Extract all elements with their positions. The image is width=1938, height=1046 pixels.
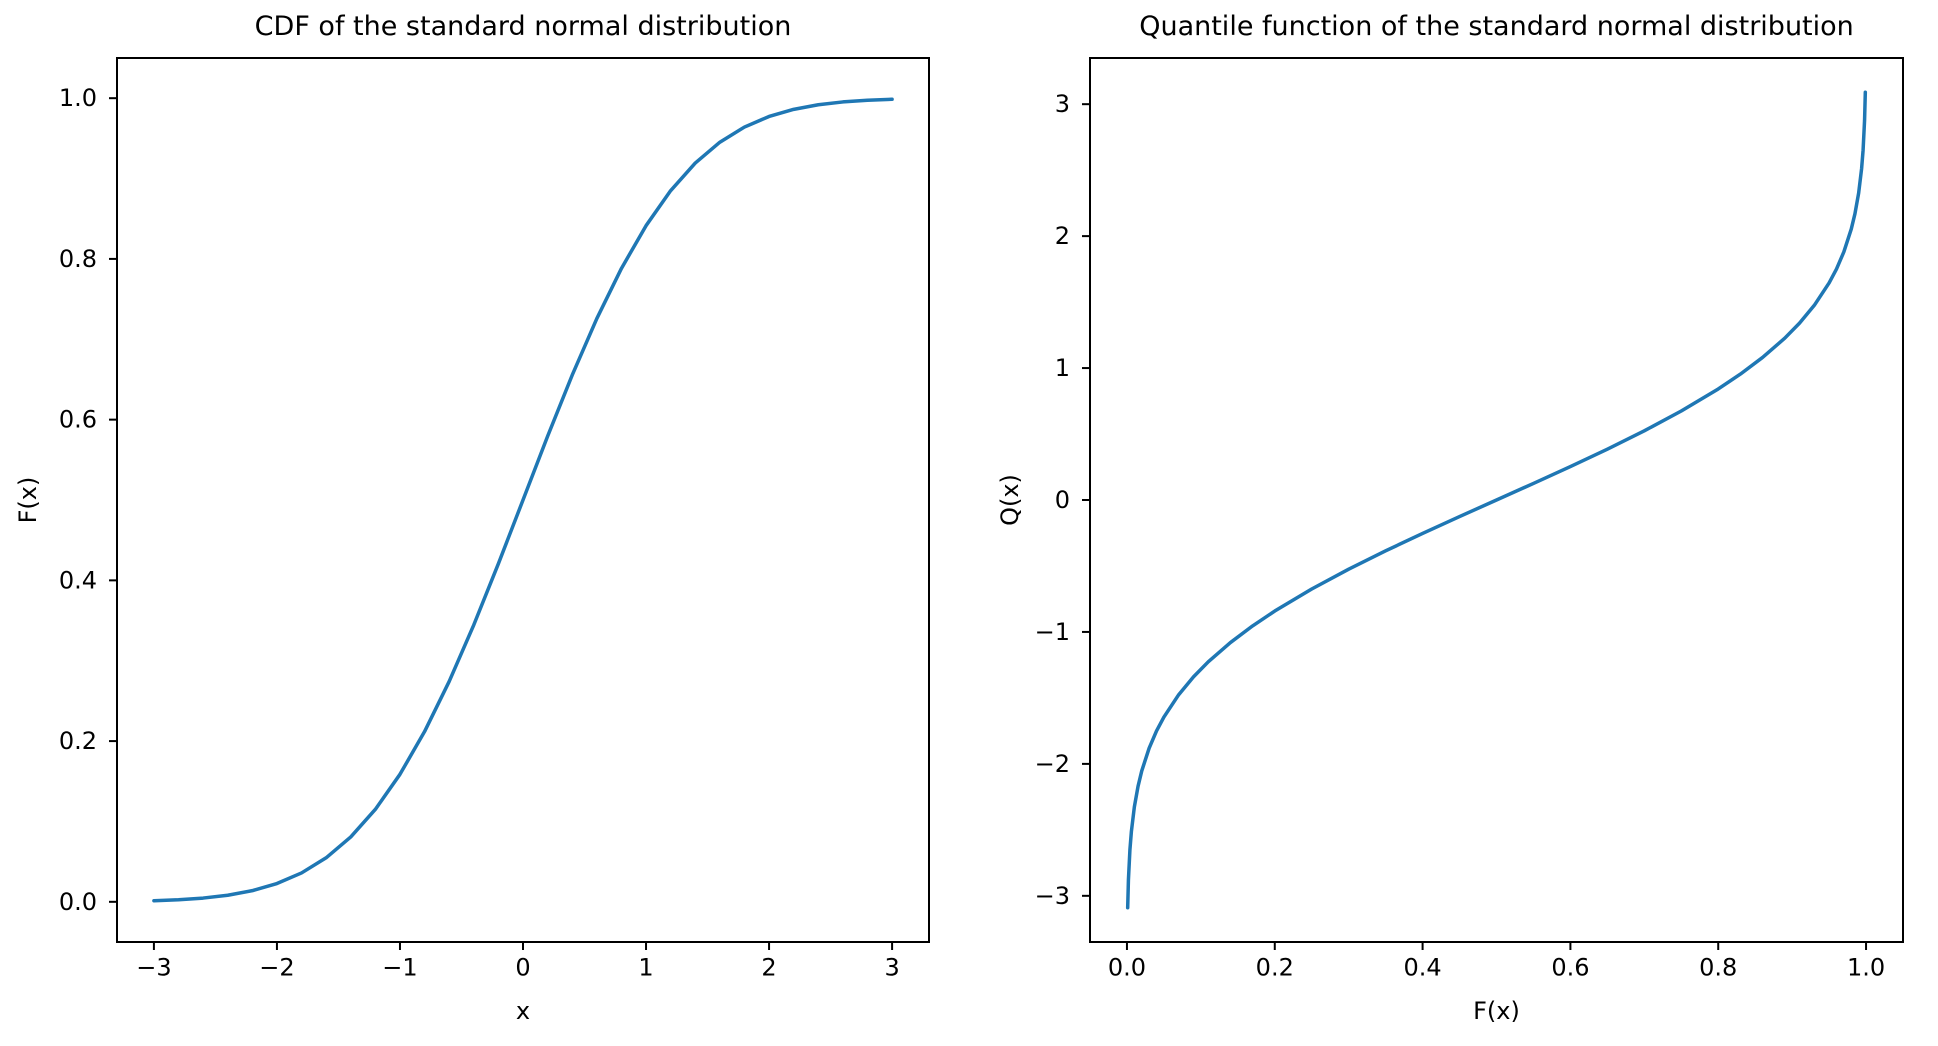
left-yaxis-label: F(x) (14, 476, 42, 524)
right-ytick-label: −3 (1035, 882, 1070, 910)
right-xtick-label: 0.8 (1699, 954, 1737, 982)
right-xtick-label: 1.0 (1847, 954, 1885, 982)
right-xtick-label: 0.4 (1404, 954, 1442, 982)
axes-left: −3 −2 −1 0 1 2 3 0.0 0.2 0.4 0.6 0.8 1.0 (59, 57, 930, 982)
left-xtick-label: −1 (382, 954, 417, 982)
right-curve (1125, 90, 1868, 910)
right-ytick-label: 2 (1055, 222, 1070, 250)
left-xtick-label: 3 (884, 954, 899, 982)
right-xtick-label: 0.6 (1551, 954, 1589, 982)
left-plot-title: CDF of the standard normal distribution (254, 11, 792, 42)
left-ytick-label: 0.0 (59, 888, 97, 916)
left-xtick-label: 2 (761, 954, 776, 982)
left-ytick-label: 0.6 (59, 406, 97, 434)
right-yaxis-label: Q(x) (996, 474, 1024, 526)
right-plot-title: Quantile function of the standard normal… (1139, 11, 1854, 42)
axes-right: 0.0 0.2 0.4 0.6 0.8 1.0 −3 −2 −1 0 1 2 3 (1035, 57, 1904, 982)
right-xtick-label: 0.2 (1256, 954, 1294, 982)
left-xtick-label: 0 (515, 954, 530, 982)
left-xaxis-label: x (515, 997, 531, 1025)
right-ytick-label: −1 (1035, 618, 1070, 646)
left-ytick-label: 0.8 (59, 245, 97, 273)
right-ytick-label: 1 (1055, 354, 1070, 382)
left-xtick-label: −2 (259, 954, 294, 982)
left-xtick-label: −3 (136, 954, 171, 982)
left-curve (152, 97, 894, 903)
left-xtick-label: 1 (638, 954, 653, 982)
right-ytick-label: −2 (1035, 750, 1070, 778)
left-ytick-label: 0.4 (59, 566, 97, 594)
right-xtick-label: 0.0 (1108, 954, 1146, 982)
left-ytick-label: 0.2 (59, 727, 97, 755)
right-ytick-label: 0 (1055, 486, 1070, 514)
right-xaxis-label: F(x) (1473, 997, 1520, 1025)
left-ytick-label: 1.0 (59, 84, 97, 112)
right-ytick-label: 3 (1055, 90, 1070, 118)
